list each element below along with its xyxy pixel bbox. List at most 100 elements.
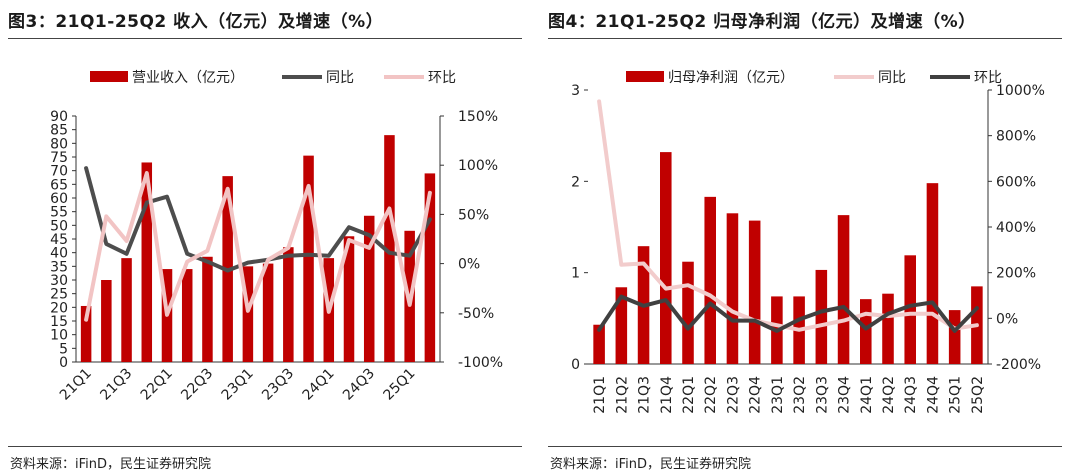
- bar: [860, 299, 872, 364]
- left-axis-tick-label: 60: [50, 191, 68, 207]
- legend-label: 同比: [878, 70, 906, 86]
- bar: [141, 162, 153, 362]
- bar: [837, 215, 850, 364]
- x-axis-tick-label: 23Q2: [792, 376, 808, 414]
- bar: [181, 269, 193, 362]
- legend-label: 归母净利润（亿元）: [668, 69, 794, 86]
- left-axis-tick-label: 80: [50, 136, 68, 152]
- bar: [283, 247, 294, 362]
- x-axis-tick-label: 24Q1: [300, 366, 338, 404]
- right-axis-tick-label: 400%: [996, 220, 1036, 236]
- left-axis-tick-label: 30: [50, 273, 68, 289]
- legend-label: 环比: [428, 70, 456, 86]
- bar: [303, 155, 314, 362]
- left-axis-tick-label: 1: [571, 266, 580, 282]
- x-axis-tick-label: 22Q3: [725, 376, 741, 414]
- x-axis-tick-label: 23Q1: [219, 366, 257, 404]
- net-profit-chart: 0 1 2 3 -200% 0% 200% 400% 600% 800% 1000% 21Q1 21Q2…: [571, 69, 1045, 414]
- x-axis-tick-label: 23Q1: [770, 376, 786, 414]
- left-axis-tick-label: 15: [50, 314, 68, 330]
- left-axis-tick-label: 65: [50, 177, 68, 193]
- bar: [748, 220, 761, 364]
- title-divider: [548, 38, 1062, 39]
- x-axis-tick-label: 23Q3: [814, 376, 830, 414]
- bar: [948, 310, 961, 364]
- bar: [262, 263, 274, 362]
- right-axis-tick-label: 0%: [458, 257, 480, 273]
- left-axis-tick-label: 0: [571, 357, 580, 373]
- left-axis-tick-label: 90: [50, 109, 68, 125]
- source-note: 资料来源：iFinD，民生证券研究院: [550, 457, 752, 472]
- chart-title: 图3：21Q1-25Q2 收入（亿元）及增速（%）: [8, 12, 384, 32]
- net-profit-chart-panel: 图4：21Q1-25Q2 归母净利润（亿元）及增速（%） 0 1 2 3 -200% 0%…: [548, 0, 1070, 476]
- source-divider: [548, 446, 1062, 447]
- x-axis-tick-label: 24Q3: [340, 366, 378, 404]
- right-axis-tick-label: 150%: [458, 109, 498, 125]
- x-axis-tick-label: 24Q4: [925, 376, 941, 414]
- bar: [926, 183, 939, 364]
- bar: [815, 269, 828, 364]
- bar: [882, 293, 894, 364]
- right-axis-tick-label: 800%: [996, 129, 1036, 145]
- left-axis-tick-label: 75: [50, 150, 68, 166]
- left-axis-tick-label: 40: [50, 246, 68, 262]
- series-line-qoq: [597, 294, 979, 333]
- bar: [363, 215, 375, 362]
- x-axis-tick-label: 25Q1: [380, 366, 418, 404]
- right-axis-tick-label: -50%: [458, 306, 494, 322]
- legend-label: 同比: [326, 70, 354, 86]
- x-axis-tick-label: 22Q4: [748, 376, 764, 414]
- bar: [704, 196, 716, 364]
- legend-swatch-bar: [90, 71, 128, 82]
- x-axis-tick-label: 21Q3: [637, 376, 653, 414]
- left-axis-tick-label: 85: [50, 123, 68, 139]
- source-divider: [8, 446, 522, 447]
- series-line-yoy: [597, 99, 979, 332]
- right-axis-tick-label: 1000%: [996, 83, 1045, 99]
- legend-swatch-bar: [626, 71, 664, 82]
- left-axis-tick-label: 70: [50, 164, 68, 180]
- right-axis-tick-label: -200%: [996, 357, 1041, 373]
- x-axis-tick-label: 22Q1: [681, 376, 697, 414]
- x-axis-tick-label: 25Q1: [948, 376, 964, 414]
- right-axis-tick-label: 600%: [996, 174, 1036, 190]
- series-line-yoy: [84, 166, 432, 273]
- left-axis-tick-label: 50: [50, 218, 68, 234]
- right-axis-tick-label: 200%: [996, 266, 1036, 282]
- bar: [242, 266, 254, 362]
- x-axis-tick-label: 21Q1: [592, 376, 608, 414]
- left-axis-tick-label: 3: [571, 83, 580, 99]
- bar: [726, 213, 739, 364]
- x-axis-tick-label: 24Q1: [859, 376, 875, 414]
- right-axis-tick-label: 100%: [458, 158, 498, 174]
- bar: [682, 261, 694, 364]
- title-divider: [8, 38, 522, 39]
- x-axis-tick-label: 21Q3: [97, 366, 135, 404]
- left-axis-tick-label: 0: [59, 355, 68, 371]
- x-axis-tick-label: 23Q4: [837, 376, 853, 414]
- legend-label: 营业收入（亿元）: [132, 70, 244, 86]
- x-axis-tick-label: 22Q1: [138, 366, 176, 404]
- bar: [593, 324, 605, 364]
- left-axis-tick-label: 45: [50, 232, 68, 248]
- x-axis-tick-label: 23Q3: [259, 366, 297, 404]
- bar: [660, 152, 672, 364]
- left-axis-tick-label: 55: [50, 205, 68, 221]
- bar: [384, 135, 395, 362]
- right-axis-tick-label: -100%: [458, 355, 503, 371]
- series-line-qoq: [84, 171, 432, 322]
- x-axis-tick-label: 25Q2: [970, 376, 986, 414]
- left-axis-tick-label: 10: [50, 328, 68, 344]
- right-axis-tick-label: 50%: [458, 207, 489, 223]
- x-axis-tick-label: 24Q3: [903, 376, 919, 414]
- bar: [101, 280, 112, 362]
- left-axis-tick-label: 25: [50, 287, 68, 303]
- bar: [80, 305, 92, 362]
- x-axis-tick-label: 21Q2: [614, 376, 630, 414]
- x-axis-tick-label: 24Q2: [881, 376, 897, 414]
- bar: [904, 255, 916, 364]
- bar: [424, 173, 436, 362]
- left-axis-tick-label: 2: [571, 174, 580, 190]
- bar: [615, 287, 628, 364]
